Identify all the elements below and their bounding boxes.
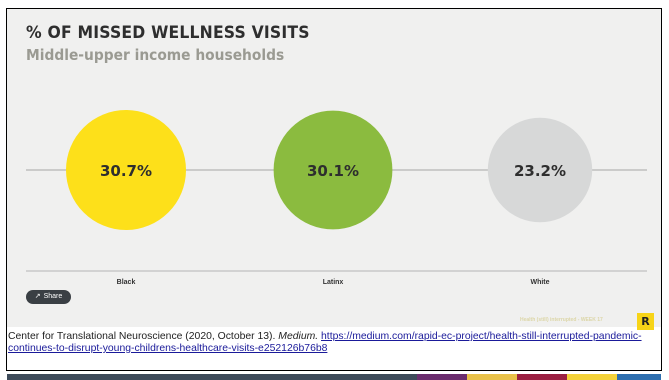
x-label-latinx: Latinx (323, 279, 344, 286)
color-bar-segment (567, 374, 617, 380)
value-label-latinx: 30.1% (307, 162, 359, 180)
chart-title: % OF MISSED WELLNESS VISITS (26, 23, 310, 43)
bubble-white (487, 117, 593, 223)
value-label-white: 23.2% (514, 162, 566, 180)
caption-text: Center for Translational Neuroscience (2… (8, 331, 279, 342)
color-bar-segment (417, 374, 467, 380)
x-label-white: White (530, 279, 549, 286)
chart-subtitle: Middle-upper income households (26, 46, 285, 64)
color-bar-segment (307, 374, 417, 380)
share-button[interactable]: ↗ Share (26, 290, 71, 304)
color-bar-segment (517, 374, 567, 380)
source-caption: Center for Translational Neuroscience (2… (8, 331, 658, 355)
watermark-text: Health (still) interrupted - WEEK 17 (520, 317, 603, 323)
color-bar-segment (207, 374, 307, 380)
color-bar-segment (107, 374, 207, 380)
color-bar-segment (467, 374, 517, 380)
color-bar-segment (7, 374, 107, 380)
share-label: Share (43, 293, 63, 300)
caption-source: Medium. (278, 331, 319, 342)
share-icon: ↗ (34, 293, 41, 300)
x-label-black: Black (117, 279, 136, 286)
value-label-black: 30.7% (100, 162, 152, 180)
color-bar-segment (617, 374, 661, 380)
bubble-latinx (273, 110, 393, 230)
brand-logo: R (637, 313, 654, 330)
bubble-chart: 30.7% 30.1% 23.2% Black Latinx White (26, 110, 647, 286)
source-link[interactable]: https://medium.com/rapid-ec-project/heal… (8, 331, 642, 354)
bubble-black (66, 110, 186, 230)
bottom-color-bar (7, 374, 661, 380)
